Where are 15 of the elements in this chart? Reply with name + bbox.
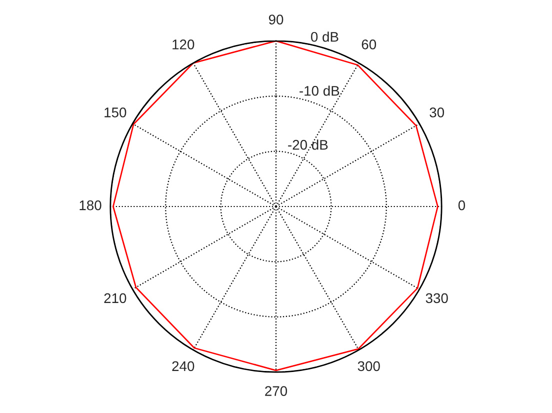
spoke-label: 0: [458, 200, 466, 210]
spoke-label: 300: [358, 361, 380, 372]
spoke-label: 210: [104, 293, 126, 304]
spoke-label: 180: [80, 200, 102, 210]
spoke-label: 90: [268, 14, 284, 24]
spoke-label: 330: [426, 293, 448, 304]
y-tick-label: -20 dB: [288, 140, 328, 150]
spoke-label: 270: [265, 386, 288, 396]
spoke-label: 240: [172, 361, 194, 372]
spoke-label: 150: [104, 108, 126, 118]
spoke-label: 60: [362, 40, 376, 50]
y-tick-label: 0 dB: [310, 32, 338, 42]
spoke-label: 30: [430, 108, 444, 118]
spoke-label: 120: [172, 40, 194, 50]
y-tick-label: -10 dB: [300, 86, 340, 96]
